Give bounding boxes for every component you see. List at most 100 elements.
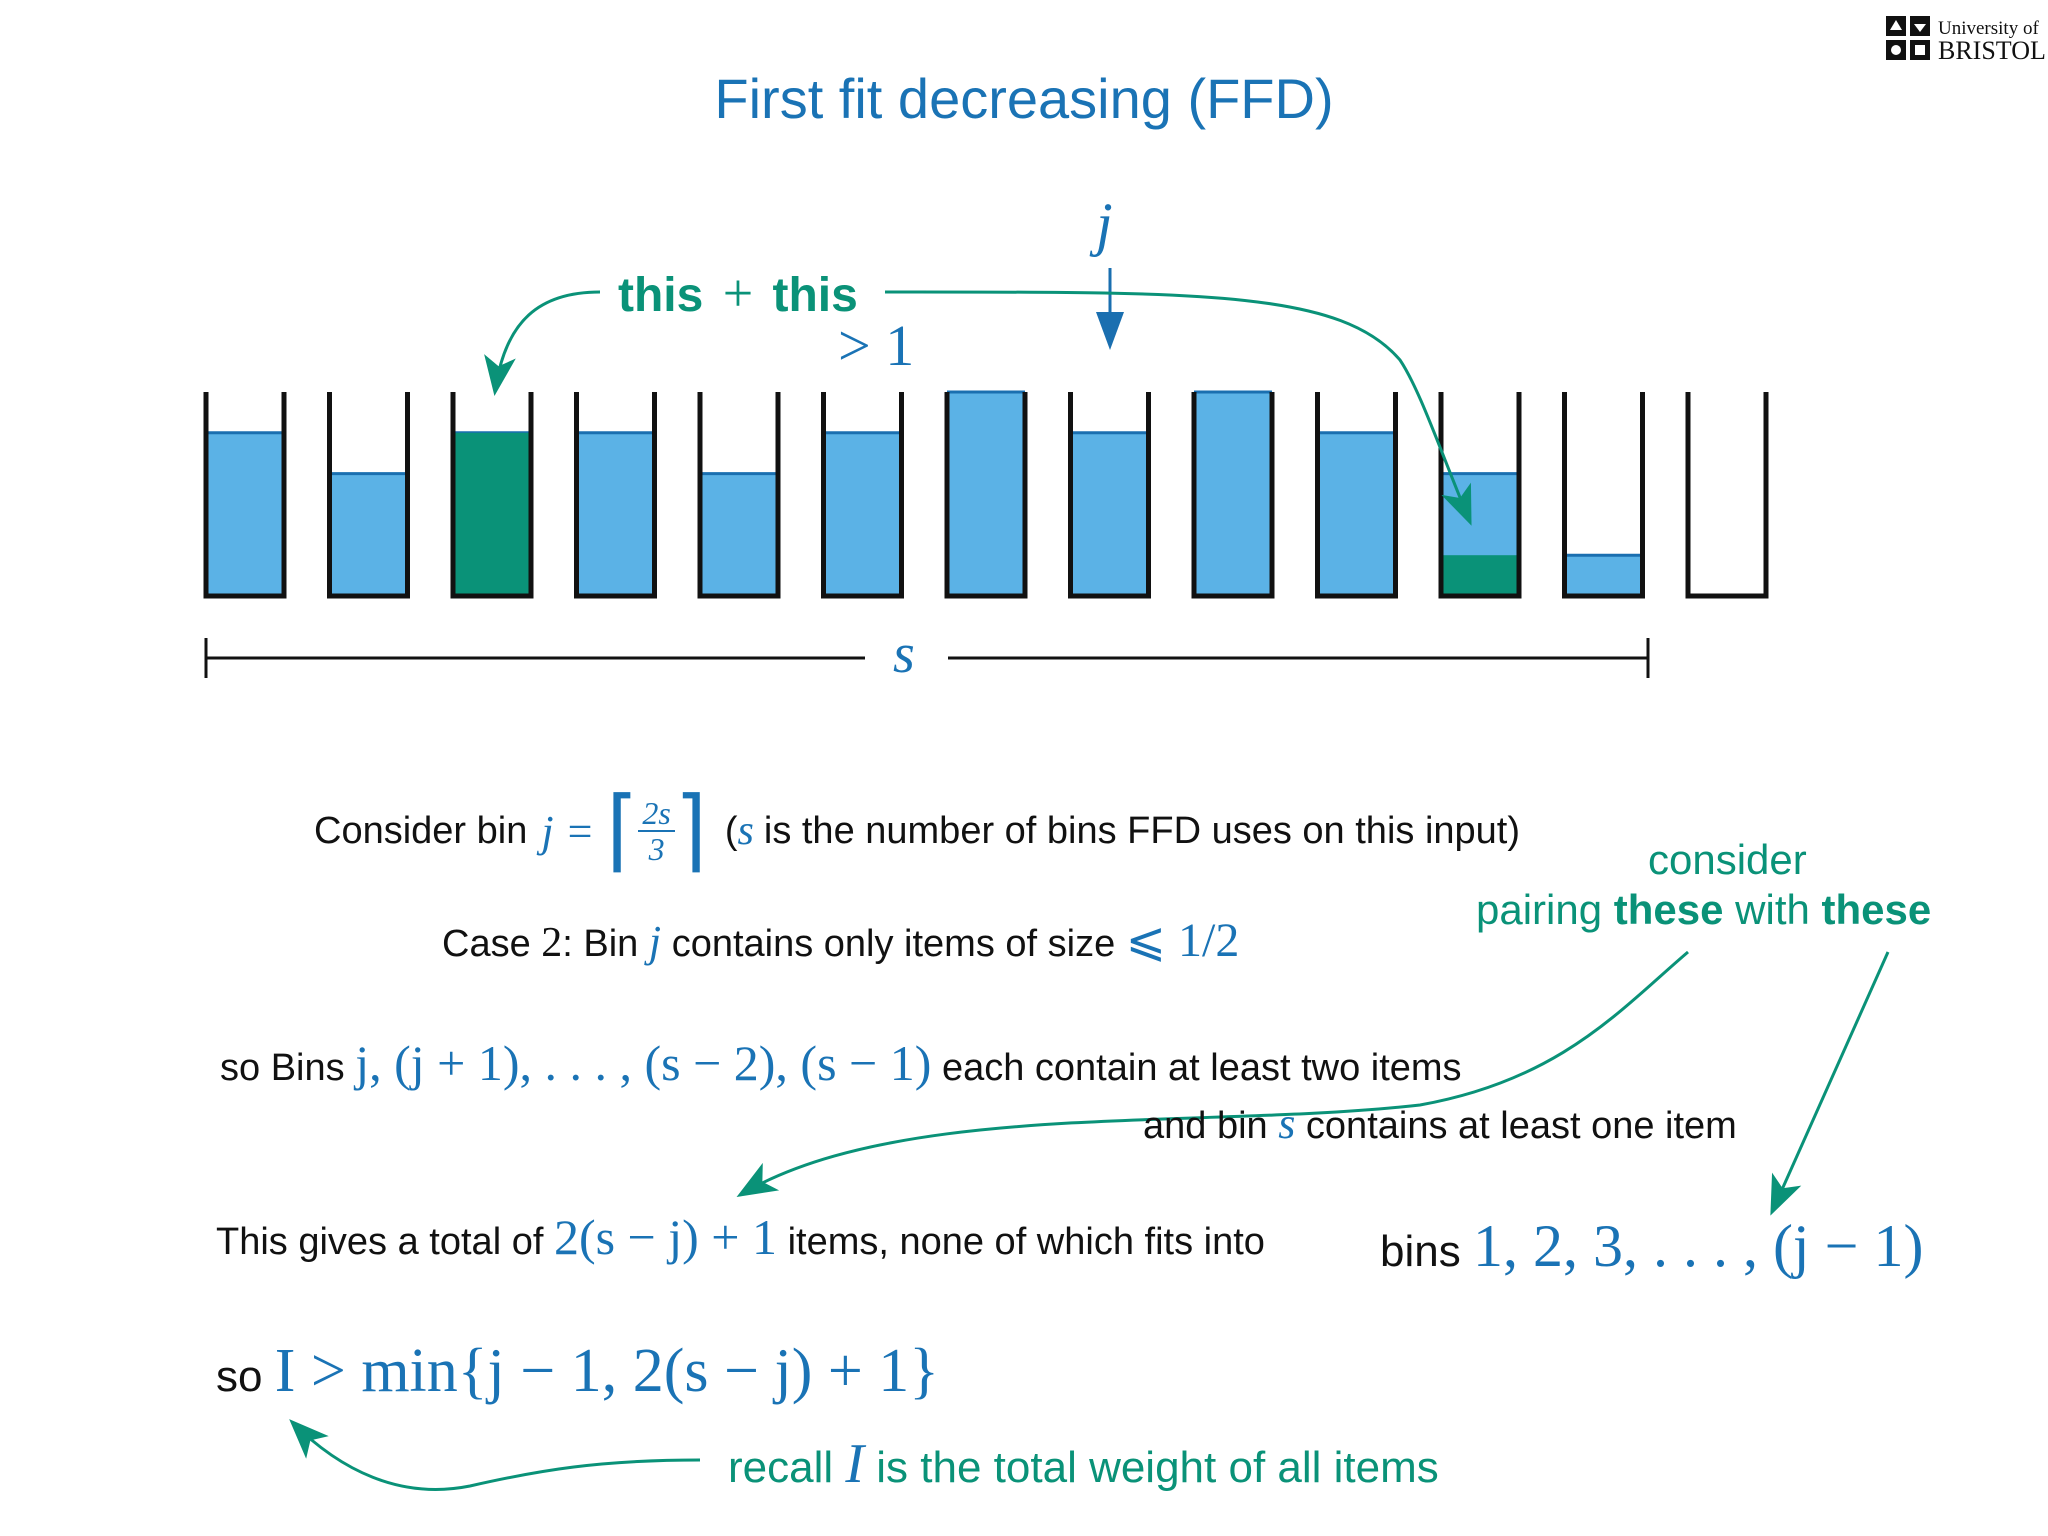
bin-5 (697, 392, 781, 599)
line-recall: recall I is the total weight of all item… (728, 1432, 1439, 1496)
arrow-these-right (1770, 951, 1890, 1216)
case2-j: j (648, 917, 662, 966)
j-arrow-head (1096, 312, 1124, 350)
bin-12-content (1564, 555, 1643, 596)
bins-group (203, 390, 1769, 599)
label-this-plus-this: this + this (618, 262, 858, 324)
consider-open: ( (724, 809, 738, 852)
university-logo: University of BRISTOL (1884, 14, 2048, 65)
so-I-math: I > min{j − 1, 2(s − j) + 1} (274, 1337, 940, 1405)
bin-9-outline (1191, 392, 1275, 599)
line-case2: Case 2: Bin j contains only items of siz… (442, 912, 1239, 968)
bin-s-s: s (1278, 1099, 1296, 1148)
pairing-these-2: these (1821, 886, 1932, 933)
line-so-I: so I > min{j − 1, 2(s − j) + 1} (216, 1336, 939, 1407)
fraction-num: 2s (638, 796, 675, 832)
bin-6 (821, 392, 904, 599)
bin-7-outline (944, 392, 1028, 599)
bin-4 (574, 392, 657, 599)
logo-line2: BRISTOL (1938, 36, 2046, 65)
line-bin-s: and bin s contains at least one item (1143, 1098, 1737, 1149)
bin-11-outline (1438, 392, 1522, 599)
fraction-den: 3 (648, 831, 665, 867)
page-title: First fit decreasing (FFD) (714, 67, 1334, 130)
bin-13-outline (1685, 392, 1769, 599)
arrow-this-right (884, 290, 1472, 526)
case2-suffix: contains only items of size (671, 923, 1116, 965)
label-j-top: j (1096, 191, 1113, 257)
bin-10-content (1317, 432, 1396, 596)
annotation-pairing: pairing these with these (1476, 886, 1931, 934)
so-I-pre: so (216, 1352, 263, 1401)
crest-icon (1886, 16, 1930, 60)
consider-suffix: is the number of bins FFD uses on this i… (763, 809, 1520, 852)
bin-5-content (700, 473, 778, 596)
line-so-bins: so Bins j, (j + 1), . . . , (s − 2), (s … (220, 1034, 1462, 1092)
ceil-right: ⌉ (674, 780, 707, 881)
bin-7 (944, 390, 1028, 599)
so-bins-math: j, (j + 1), . . . , (s − 2), (s − 1) (355, 1035, 932, 1091)
recall-suffix: is the total weight of all items (876, 1443, 1439, 1492)
total-math: 2(s − j) + 1 (553, 1209, 777, 1265)
bin-13 (1685, 392, 1769, 599)
pairing-these-1: these (1613, 886, 1724, 933)
arrow-these-left (736, 950, 1689, 1198)
line-total-bins: bins 1, 2, 3, . . . , (j − 1) (1380, 1212, 1923, 1281)
label-gt: > (838, 313, 871, 378)
fraction: 2s 3 (638, 796, 675, 867)
label-s-axis: s (893, 623, 915, 685)
bin-6-content (823, 432, 902, 596)
bin-11-green-item (1441, 555, 1519, 596)
arrow-recall (289, 1419, 701, 1491)
bin-3-outline (450, 392, 534, 599)
consider-j: j (541, 806, 554, 856)
bin-7-content (947, 392, 1025, 596)
bin-4-outline (574, 392, 657, 599)
case2-mid: : Bin (562, 923, 639, 965)
pairing-mid: with (1735, 886, 1810, 933)
pairing-pre: pairing (1476, 886, 1603, 933)
bin-8-content (1070, 432, 1149, 596)
so-bins-pre: so Bins (220, 1047, 345, 1089)
consider-eq: = (567, 806, 593, 856)
total-bins-math: 1, 2, 3, . . . , (j − 1) (1472, 1213, 1924, 1279)
bin-2-outline (327, 392, 410, 599)
bin-8 (1068, 392, 1151, 599)
consider-s: s (737, 808, 754, 854)
bin-4-content (576, 432, 655, 596)
bin-10-outline (1315, 392, 1398, 599)
bin-9-content (1194, 392, 1272, 596)
bin-s-suffix: contains at least one item (1305, 1105, 1737, 1147)
bin-2-content (329, 473, 408, 596)
bin-11 (1438, 392, 1522, 599)
bin-1 (203, 392, 287, 599)
ceil-left: ⌈ (606, 780, 639, 881)
recall-I: I (845, 1433, 865, 1495)
total-bins-word: bins (1380, 1227, 1461, 1276)
bin-9 (1191, 390, 1275, 599)
recall-pre: recall (728, 1443, 834, 1492)
bin-3 (450, 392, 534, 599)
case2-math: ⩽ 1/2 (1125, 914, 1240, 967)
bin-3-green-item (453, 432, 531, 596)
so-bins-suffix: each contain at least two items (941, 1047, 1462, 1089)
bin-12 (1562, 392, 1645, 599)
annotation-consider: consider (1648, 836, 1807, 883)
total-pre: This gives a total of (216, 1221, 544, 1263)
consider-prefix: Consider bin (314, 809, 528, 852)
bin-12-outline (1562, 392, 1645, 599)
bin-8-outline (1068, 392, 1151, 599)
bin-s-pre: and bin (1143, 1105, 1268, 1147)
logo-line1: University of (1938, 18, 2039, 39)
label-gt-one: > 1 (838, 312, 914, 379)
bin-1-outline (203, 392, 287, 599)
bin-2 (327, 392, 410, 599)
bin-1-content (206, 432, 284, 596)
label-this-2: this (772, 269, 858, 322)
bin-10 (1315, 392, 1398, 599)
line-consider-bin: Consider bin j = ⌈ 2s 3 ⌉ ( s is the num… (314, 776, 1520, 886)
line-total: This gives a total of 2(s − j) + 1 items… (216, 1208, 1265, 1266)
arrow-this-left (484, 290, 601, 396)
case2-num: 2 (541, 920, 563, 966)
